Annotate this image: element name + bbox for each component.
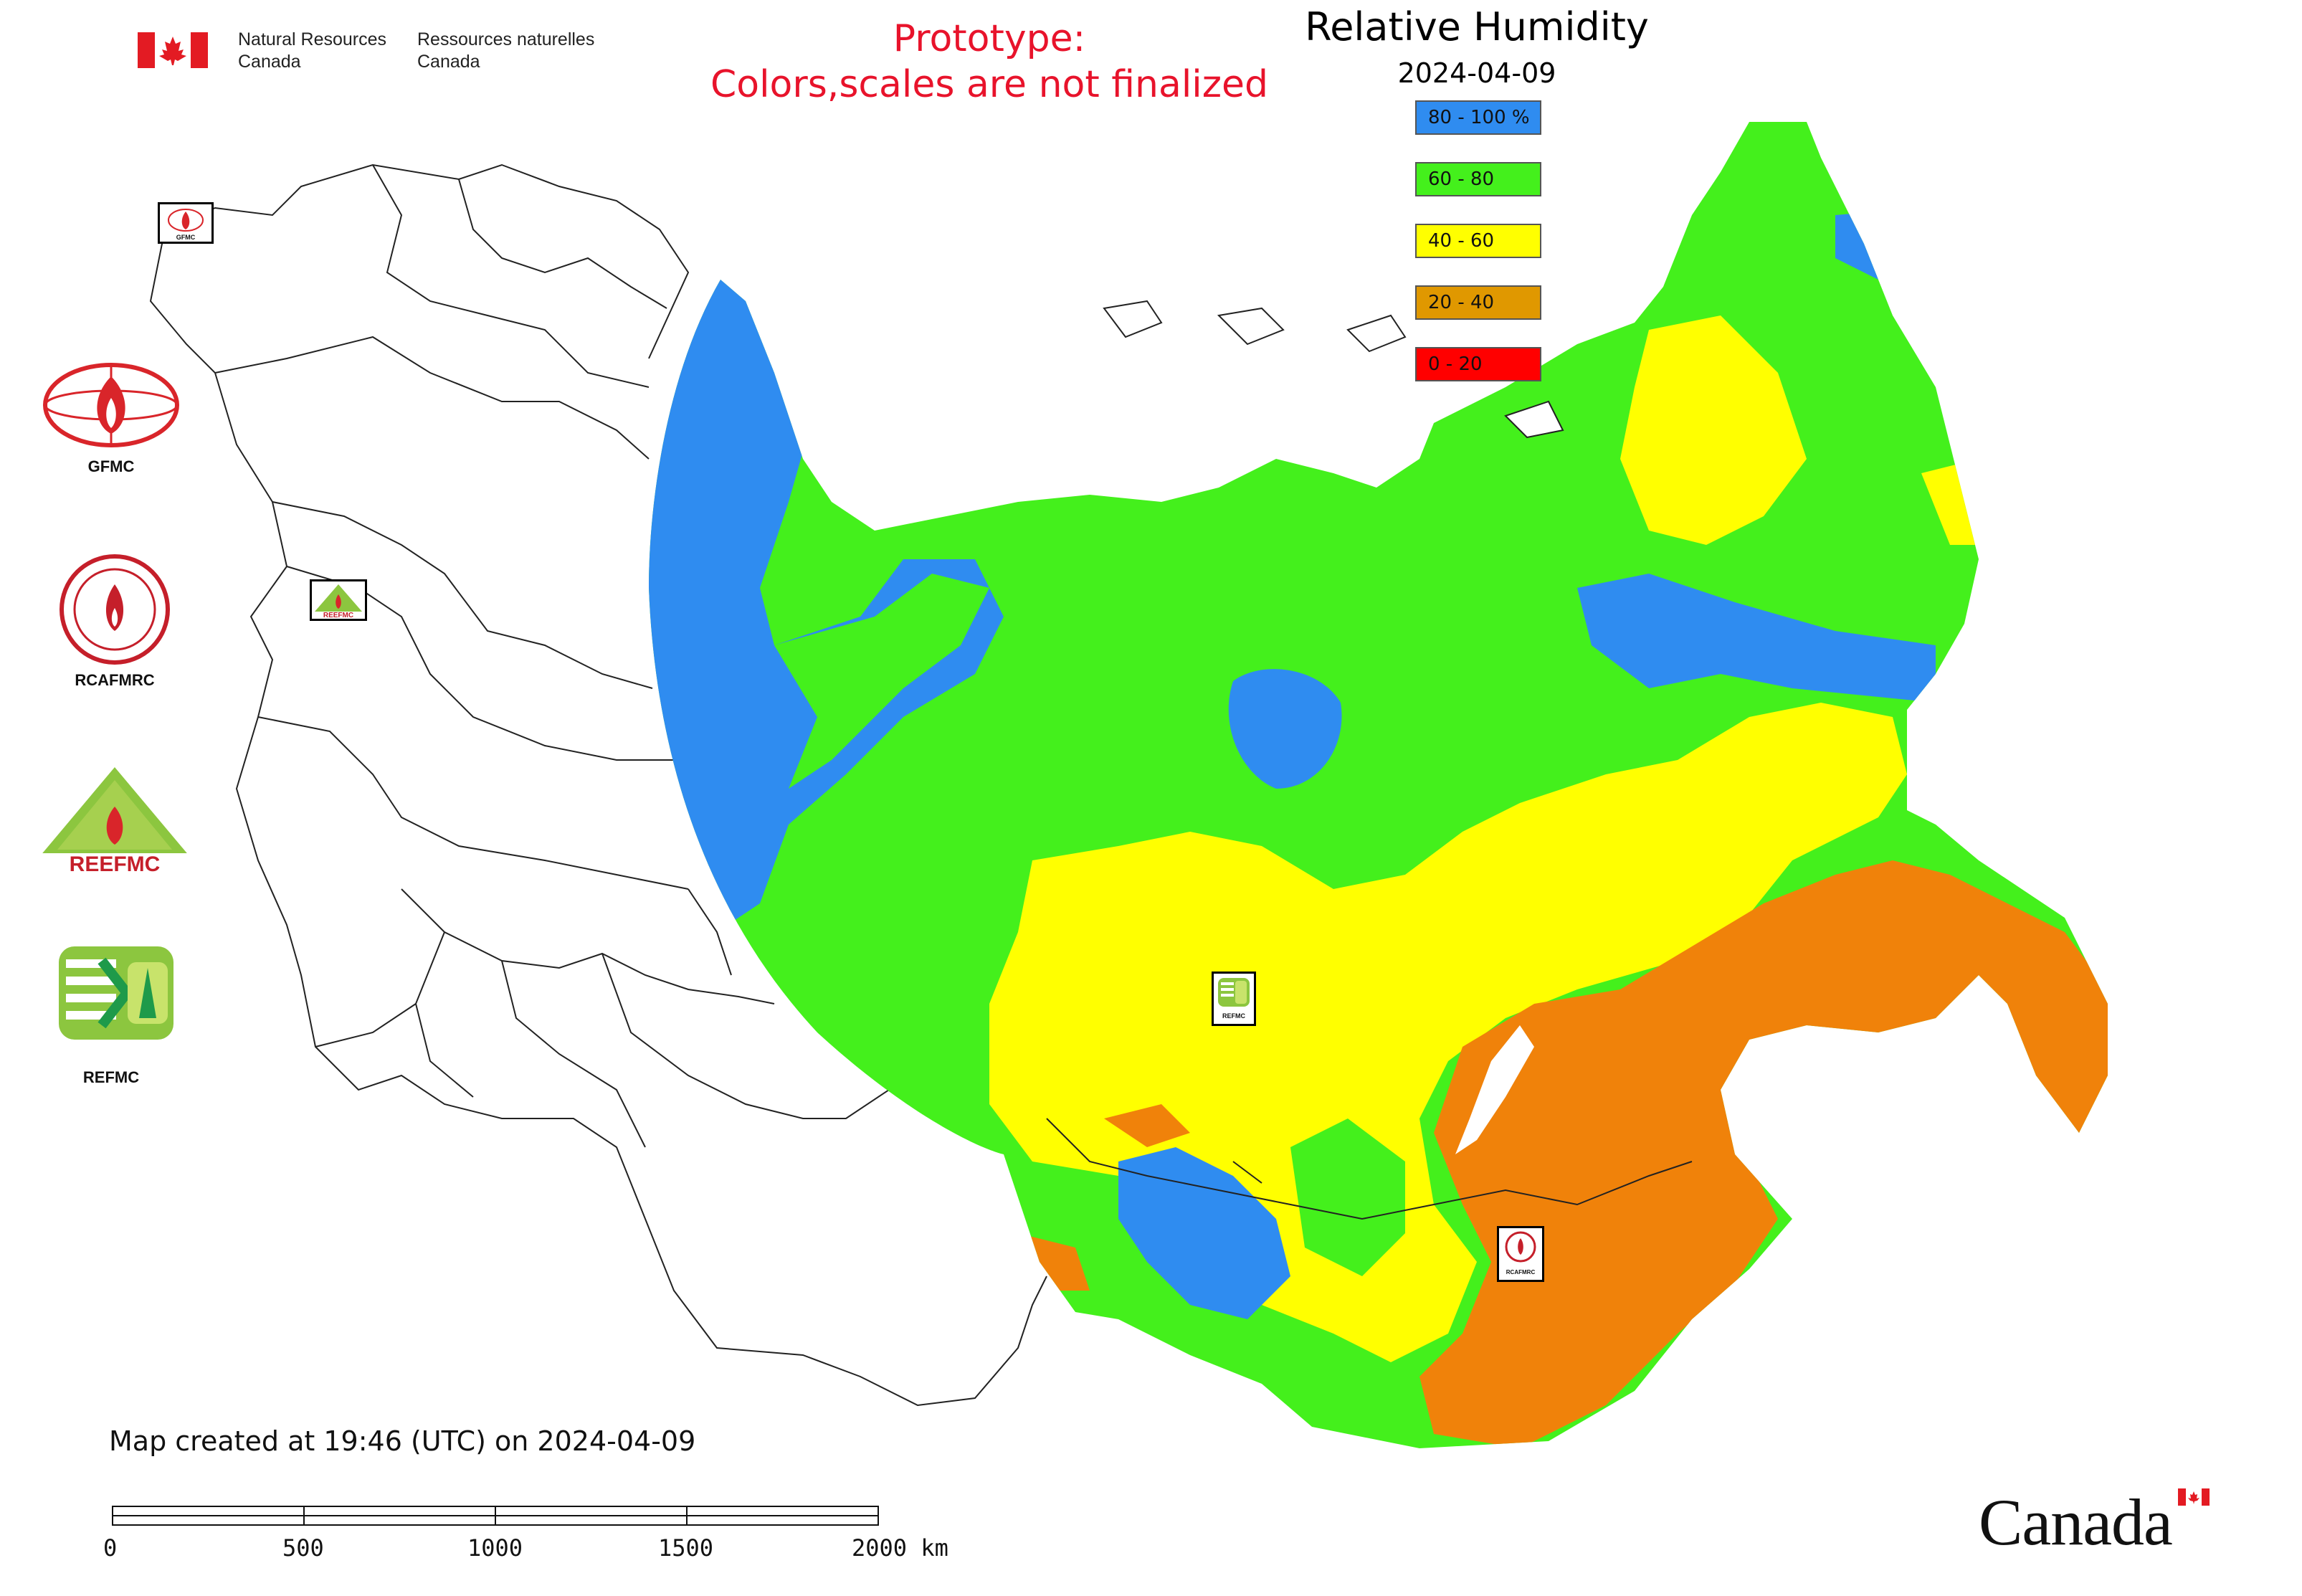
gfmc-marker-label: GFMC [176,234,196,241]
canada-wordmark-text: Canada [1979,1486,2173,1559]
scale-bar [112,1506,880,1527]
org-name-fr-line2: Canada [417,52,480,72]
legend-class-20-40: 20 - 40 [1415,285,1541,320]
rcafmrc-logo [57,552,172,667]
gfmc-logo [39,362,183,448]
org-name-en-line1: Natural Resources [238,29,387,49]
rcafmrc-map-marker[interactable]: RCAFMRC [1497,1226,1544,1282]
legend-class-0-20: 0 - 20 [1415,347,1541,381]
refmc-logo [59,946,173,1040]
prototype-notice: Prototype: Colors,scales are not finaliz… [667,16,1312,108]
gfmc-map-marker[interactable]: GFMC [158,202,214,244]
scale-tick-2000: 2000 km [852,1534,948,1562]
reefmc-logo: REEFMC [39,767,190,876]
scale-tick-1000: 1000 [467,1534,523,1562]
canada-wordmark: Canada [1979,1484,2222,1563]
gfmc-label: GFMC [87,457,135,475]
scale-tick-1500: 1500 [658,1534,714,1562]
reefmc-map-marker[interactable]: REEFMC [310,579,367,621]
org-name-fr: Ressources naturelles Canada [417,29,594,73]
legend-title: Relative Humidity [1305,4,1649,49]
prototype-notice-line2: Colors,scales are not finalized [710,63,1269,106]
legend-date: 2024-04-09 [1397,57,1556,89]
wordmark-flag-icon [2178,1488,2210,1506]
svg-text:REEFMC: REEFMC [70,852,161,875]
org-name-en: Natural Resources Canada [238,29,386,73]
reefmc-marker-label: REEFMC [323,612,353,619]
refmc-label: REFMC [82,1068,140,1086]
refmc-marker-label: REFMC [1222,1012,1245,1020]
scale-tick-500: 500 [282,1534,324,1562]
scale-tick-0: 0 [103,1534,118,1562]
legend-class-60-80: 60 - 80 [1415,162,1541,196]
org-name-en-line2: Canada [238,52,301,72]
org-name-fr-line1: Ressources naturelles [417,29,595,49]
rcafmrc-marker-label: RCAFMRC [1506,1269,1536,1276]
prototype-notice-line1: Prototype: [893,17,1086,60]
map-created-timestamp: Map created at 19:46 (UTC) on 2024-04-09 [109,1425,696,1457]
canada-flag-icon [138,32,208,68]
legend-class-80-100: 80 - 100 % [1415,100,1541,135]
legend-class-40-60: 40 - 60 [1415,224,1541,258]
rcafmrc-label: RCAFMRC [75,671,155,689]
refmc-map-marker[interactable]: REFMC [1212,972,1256,1026]
